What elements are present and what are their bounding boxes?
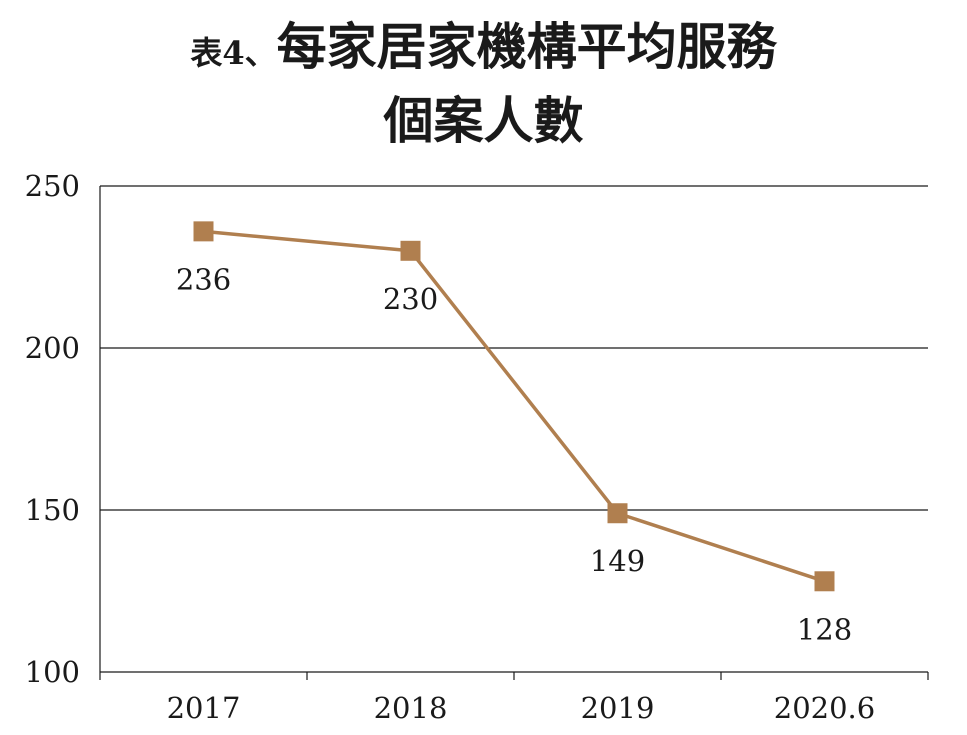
- chart-title-prefix: 表4、: [190, 34, 277, 72]
- data-label: 236: [176, 262, 231, 296]
- data-label: 230: [383, 282, 438, 316]
- x-tick-label: 2019: [581, 691, 655, 725]
- x-tick-label: 2018: [374, 691, 448, 725]
- data-point-marker: [607, 503, 628, 524]
- data-series: [193, 221, 835, 592]
- x-tick-label: 2017: [167, 691, 241, 725]
- axes: [99, 186, 929, 680]
- x-tick-label: 2020.6: [774, 691, 875, 725]
- y-tick-label: 150: [25, 493, 80, 527]
- data-point-marker: [400, 240, 421, 261]
- chart-title-main: 每家居家機構平均服務: [276, 17, 777, 76]
- data-label: 128: [797, 612, 852, 646]
- data-point-marker: [814, 571, 835, 592]
- chart-title-line-2: 個案人數: [383, 91, 584, 150]
- x-axis-ticks: 2017 2018 2019 2020.6: [167, 691, 876, 725]
- series-line: [203, 229, 826, 583]
- y-tick-label: 200: [25, 331, 80, 365]
- data-label: 149: [590, 544, 645, 578]
- data-labels: 236 230 149 128: [176, 262, 852, 646]
- data-point-marker: [193, 221, 214, 242]
- y-tick-label: 250: [25, 169, 80, 203]
- gridlines: [100, 185, 928, 511]
- chart-title-line-1: 表4、每家居家機構平均服務: [0, 10, 967, 84]
- y-axis-ticks: 100 150 200 250: [25, 169, 80, 689]
- y-tick-label: 100: [25, 655, 80, 689]
- chart-title: 表4、每家居家機構平均服務 個案人數: [0, 10, 967, 158]
